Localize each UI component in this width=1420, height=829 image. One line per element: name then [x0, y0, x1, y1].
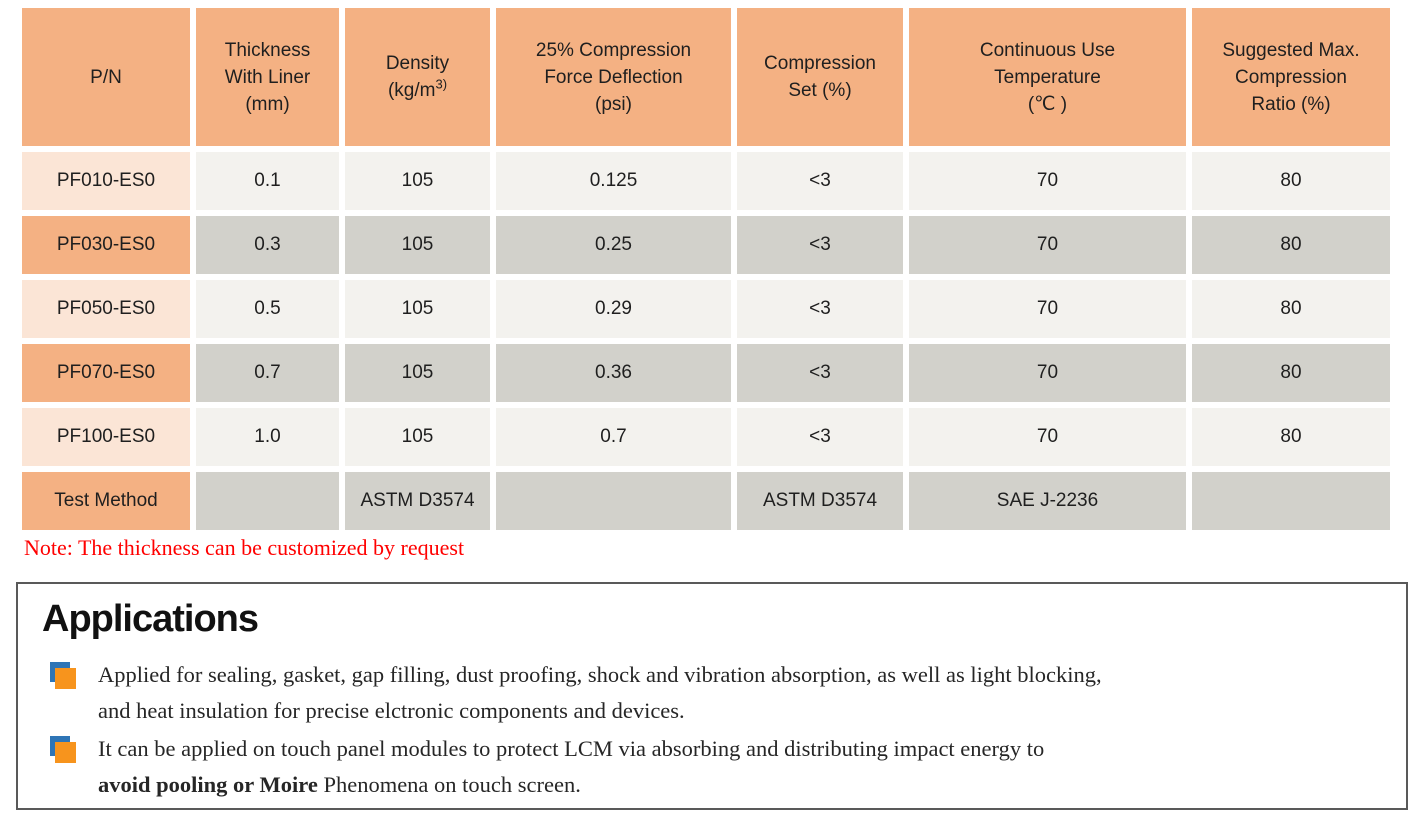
application-bold-text: avoid pooling or Moire — [98, 772, 318, 797]
col-header-compression-set: Compression Set (%) — [737, 8, 903, 146]
value-cell: 0.5 — [196, 280, 339, 338]
value-cell: <3 — [737, 216, 903, 274]
application-item: It can be applied on touch panel modules… — [50, 731, 1406, 803]
application-text: It can be applied on touch panel modules… — [98, 731, 1044, 803]
col-header-cfd: 25% Compression Force Deflection (psi) — [496, 8, 731, 146]
value-cell: 80 — [1192, 280, 1390, 338]
value-cell: 0.29 — [496, 280, 731, 338]
col-header-density: Density (kg/m3) — [345, 8, 490, 146]
value-cell: 1.0 — [196, 408, 339, 466]
pn-cell: PF070-ES0 — [22, 344, 190, 402]
value-cell: 70 — [909, 408, 1186, 466]
applications-list: Applied for sealing, gasket, gap filling… — [50, 657, 1406, 803]
value-cell: 105 — [345, 280, 490, 338]
application-line: Phenomena on touch screen. — [317, 772, 581, 797]
value-cell: 0.7 — [496, 408, 731, 466]
value-cell: 105 — [345, 344, 490, 402]
value-cell: 0.125 — [496, 152, 731, 210]
pn-cell: PF050-ES0 — [22, 280, 190, 338]
col-header-max-ratio: Suggested Max. Compression Ratio (%) — [1192, 8, 1390, 146]
value-cell: 0.7 — [196, 344, 339, 402]
value-cell: 0.36 — [496, 344, 731, 402]
value-cell: 80 — [1192, 344, 1390, 402]
value-cell: <3 — [737, 152, 903, 210]
value-cell: 70 — [909, 280, 1186, 338]
applications-panel: Applications Applied for sealing, gasket… — [16, 582, 1408, 810]
application-text: Applied for sealing, gasket, gap filling… — [98, 657, 1102, 729]
square-bullet-icon — [50, 662, 80, 692]
value-cell: <3 — [737, 344, 903, 402]
application-item: Applied for sealing, gasket, gap filling… — [50, 657, 1406, 729]
pn-cell: PF100-ES0 — [22, 408, 190, 466]
orange-square-icon — [55, 668, 76, 689]
col-header-pn: P/N — [22, 8, 190, 146]
test-method-cell: ASTM D3574 — [345, 472, 490, 530]
value-cell: 0.1 — [196, 152, 339, 210]
value-cell: 105 — [345, 152, 490, 210]
col-header-temperature: Continuous Use Temperature (℃ ) — [909, 8, 1186, 146]
test-method-cell: SAE J-2236 — [909, 472, 1186, 530]
application-line: It can be applied on touch panel modules… — [98, 736, 1045, 761]
value-cell: 80 — [1192, 216, 1390, 274]
value-cell: 70 — [909, 216, 1186, 274]
col-header-thickness: Thickness With Liner (mm) — [196, 8, 339, 146]
test-method-cell — [196, 472, 339, 530]
value-cell: 0.3 — [196, 216, 339, 274]
value-cell: <3 — [737, 280, 903, 338]
test-method-label: Test Method — [22, 472, 190, 530]
applications-title: Applications — [42, 598, 259, 640]
value-cell: 80 — [1192, 408, 1390, 466]
square-bullet-icon — [50, 736, 80, 766]
value-cell: 80 — [1192, 152, 1390, 210]
test-method-cell — [496, 472, 731, 530]
value-cell: <3 — [737, 408, 903, 466]
value-cell: 70 — [909, 344, 1186, 402]
value-cell: 105 — [345, 216, 490, 274]
pn-cell: PF030-ES0 — [22, 216, 190, 274]
pn-cell: PF010-ES0 — [22, 152, 190, 210]
test-method-cell — [1192, 472, 1390, 530]
value-cell: 70 — [909, 152, 1186, 210]
value-cell: 0.25 — [496, 216, 731, 274]
orange-square-icon — [55, 742, 76, 763]
spec-table: P/N Thickness With Liner (mm) Density (k… — [22, 8, 1390, 530]
application-line: and heat insulation for precise elctroni… — [98, 698, 685, 723]
note-text: Note: The thickness can be customized by… — [24, 535, 465, 560]
test-method-cell: ASTM D3574 — [737, 472, 903, 530]
application-line: Applied for sealing, gasket, gap filling… — [98, 662, 1102, 687]
value-cell: 105 — [345, 408, 490, 466]
